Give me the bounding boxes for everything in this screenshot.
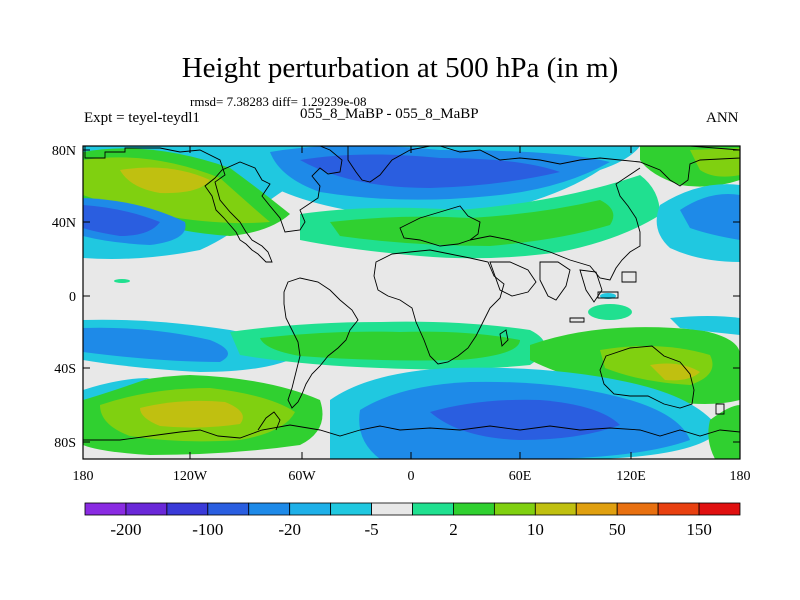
colorbar-label: -5 bbox=[364, 520, 378, 539]
antarctic-peninsula-outline bbox=[257, 411, 281, 431]
europe-outline bbox=[399, 205, 481, 247]
stats-line: rmsd= 7.38283 diff= 1.29239e-08 bbox=[190, 94, 367, 109]
sh-west-blue bbox=[83, 327, 228, 362]
nh-center-darkblue bbox=[300, 154, 560, 188]
nh-west-darkblue-core bbox=[83, 205, 160, 236]
antarctica-outline bbox=[83, 424, 740, 441]
nh-east-yellowgreen bbox=[690, 148, 740, 177]
sh-southwest-yellow bbox=[140, 400, 243, 428]
lat-label-0: 0 bbox=[69, 290, 76, 305]
tropics-green-dot-west bbox=[114, 279, 130, 283]
nh-west-yellow-center bbox=[120, 167, 210, 194]
colorbar-swatch bbox=[534, 502, 577, 516]
latitude-axis bbox=[83, 149, 740, 443]
colorbar-swatch bbox=[84, 502, 127, 516]
contour-field bbox=[83, 146, 740, 459]
colorbar bbox=[84, 502, 741, 516]
tropics-cyan-dot bbox=[600, 293, 616, 299]
nh-east-blue bbox=[680, 194, 740, 240]
colorbar-label: 50 bbox=[609, 520, 626, 539]
lat-label-40s: 40S bbox=[54, 362, 76, 377]
colorbar-swatch bbox=[248, 502, 291, 516]
indonesia-outline bbox=[569, 291, 619, 323]
case-label: 055_8_MaBP - 055_8_MaBP bbox=[300, 106, 479, 122]
japan-outline bbox=[621, 271, 637, 283]
lat-label-80s: 80S bbox=[54, 436, 76, 451]
colorbar-label: -200 bbox=[110, 520, 141, 539]
colorbar-swatch bbox=[698, 502, 741, 516]
colorbar-swatch bbox=[207, 502, 250, 516]
colorbar-swatch bbox=[412, 502, 454, 516]
colorbar-label: -20 bbox=[278, 520, 301, 539]
south-america-outline bbox=[283, 277, 359, 409]
lat-label-40n: 40N bbox=[52, 216, 76, 231]
lon-label-180e: 180 bbox=[730, 469, 751, 484]
colorbar-swatch bbox=[575, 502, 618, 516]
colorbar-label: 150 bbox=[686, 520, 712, 539]
colorbar-swatch bbox=[289, 502, 332, 516]
colorbar-label: -100 bbox=[192, 520, 223, 539]
longitude-axis bbox=[189, 146, 632, 459]
colorbar-label: 2 bbox=[449, 520, 458, 539]
tropics-green-blob-east bbox=[588, 304, 632, 320]
asia-south-outline bbox=[469, 167, 641, 281]
new-zealand-outline bbox=[715, 403, 725, 415]
lon-label-120w: 120W bbox=[173, 469, 208, 484]
colorbar-swatch bbox=[657, 502, 700, 516]
lon-label-180w: 180 bbox=[73, 469, 94, 484]
north-america-outline bbox=[84, 146, 343, 263]
colorbar-swatch bbox=[330, 502, 372, 516]
colorbar-swatch bbox=[125, 502, 168, 516]
india-outline bbox=[539, 261, 571, 301]
plot-title: Height perturbation at 500 hPa (in m) bbox=[181, 52, 619, 84]
lon-label-0: 0 bbox=[408, 469, 415, 484]
australia-outline bbox=[599, 345, 695, 409]
lon-label-120e: 120E bbox=[616, 469, 646, 484]
arabia-outline bbox=[489, 261, 537, 297]
sh-south-darkblue bbox=[430, 399, 620, 440]
lon-label-60w: 60W bbox=[288, 469, 316, 484]
sh-east-yellow bbox=[650, 363, 700, 381]
colorbar-swatch bbox=[166, 502, 209, 516]
colorbar-swatch bbox=[493, 502, 536, 516]
sh-east-cyan-top bbox=[670, 316, 740, 335]
coastlines bbox=[83, 146, 740, 441]
colorbar-swatch bbox=[616, 502, 659, 516]
colorbar-swatch bbox=[453, 502, 495, 516]
lat-label-80n: 80N bbox=[52, 144, 76, 159]
lon-label-60e: 60E bbox=[509, 469, 532, 484]
nh-midlat-green-core bbox=[330, 200, 614, 246]
eurasia-outline bbox=[439, 146, 740, 187]
experiment-label: Expt = teyel-teydl1 bbox=[84, 110, 200, 126]
sh-southeast-green bbox=[708, 405, 740, 459]
sh-southwest-cyan-edge bbox=[83, 378, 150, 400]
colorbar-labels: -200 -100 -20 -5 2 10 50 150 bbox=[110, 520, 711, 539]
colorbar-swatch bbox=[371, 502, 413, 516]
africa-outline bbox=[373, 249, 505, 365]
madagascar-outline bbox=[499, 329, 509, 347]
colorbar-label: 10 bbox=[527, 520, 544, 539]
sh-center-green-core bbox=[260, 331, 520, 361]
greenland-outline bbox=[347, 146, 431, 183]
season-label: ANN bbox=[706, 110, 739, 126]
